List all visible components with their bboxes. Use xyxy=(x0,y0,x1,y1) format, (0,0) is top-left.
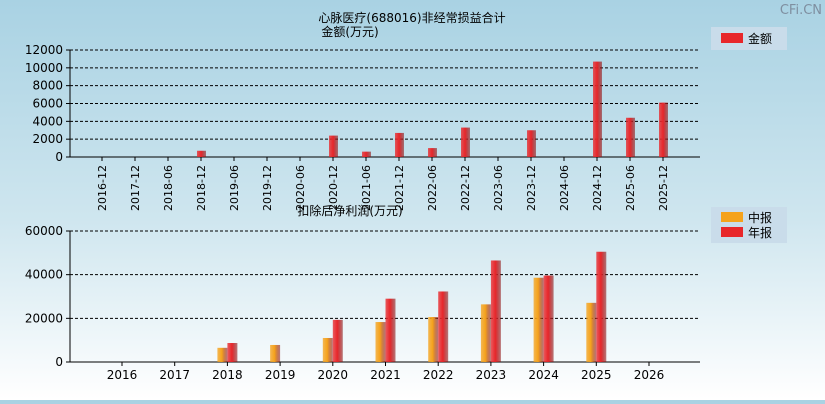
y-tick-label: 12000 xyxy=(25,43,63,57)
bar-金额-2021-06 xyxy=(362,151,371,157)
x-tick-label: 2026 xyxy=(634,368,665,382)
x-tick-label: 2022 xyxy=(423,368,454,382)
bottom-chart-x-tick-labels: 2016 2017 2018 2019 2020 2021 2022 2023 2024 2025… xyxy=(107,368,665,382)
bar-金额-2021-12 xyxy=(395,132,404,157)
bar-中报-2021 xyxy=(375,322,386,362)
x-tick-label: 2016-12 xyxy=(96,165,109,211)
bar-金额-2022-06 xyxy=(428,148,437,157)
watermark: CFi.CN xyxy=(780,3,822,18)
bottom-chart-y-tick-labels: 0 20000 40000 60000 xyxy=(25,224,63,369)
x-tick-label: 2020-12 xyxy=(327,165,340,211)
top-chart-gridlines xyxy=(70,49,700,140)
top-chart-legend: 金额 xyxy=(711,27,787,50)
top-chart-x-tick-labels: 2016-12 2017-12 2018-06 2018-12 2019-06 2019-… xyxy=(96,165,670,211)
top-chart-subtitle: 金额(万元) xyxy=(321,24,378,39)
y-tick-label: 40000 xyxy=(25,268,63,282)
x-tick-label: 2024-06 xyxy=(558,165,571,211)
top-legend-box xyxy=(711,27,787,50)
bar-金额-2020-12 xyxy=(329,135,338,157)
bar-金额-2025-12 xyxy=(659,102,668,157)
bar-年报-2023 xyxy=(490,260,501,362)
bar-金额-2022-12 xyxy=(461,127,470,157)
x-tick-label: 2023-12 xyxy=(525,165,538,211)
bar-中报-2025 xyxy=(586,302,597,362)
legend-label-年报: 年报 xyxy=(748,225,772,240)
bar-中报-2024 xyxy=(533,277,544,362)
bar-年报-2022 xyxy=(438,291,449,362)
top-chart-y-tick-labels: 0 2000 4000 6000 8000 10000 12000 xyxy=(25,43,63,164)
x-tick-label: 2016 xyxy=(107,368,138,382)
top-chart-bars xyxy=(197,61,668,157)
x-tick-label: 2025 xyxy=(581,368,612,382)
y-tick-label: 4000 xyxy=(32,114,63,128)
bar-年报-2018 xyxy=(227,343,238,362)
legend-label-金额: 金额 xyxy=(748,31,772,46)
x-tick-label: 2022-12 xyxy=(459,165,472,211)
bar-年报-2020 xyxy=(332,319,343,362)
x-tick-label: 2024-12 xyxy=(591,165,604,211)
y-tick-label: 0 xyxy=(55,355,63,369)
x-tick-label: 2020-06 xyxy=(294,165,307,211)
x-tick-label: 2020 xyxy=(318,368,349,382)
x-tick-label: 2023-06 xyxy=(492,165,505,211)
bar-年报-2021 xyxy=(385,298,396,362)
bar-中报-2022 xyxy=(428,317,439,362)
y-tick-label: 60000 xyxy=(25,224,63,238)
x-tick-label: 2018-12 xyxy=(195,165,208,211)
x-tick-label: 2018-06 xyxy=(162,165,175,211)
bar-年报-2024 xyxy=(543,275,554,362)
bar-金额-2025-06 xyxy=(626,117,635,157)
y-tick-label: 20000 xyxy=(25,311,63,325)
x-tick-label: 2017 xyxy=(159,368,190,382)
legend-swatch-年报 xyxy=(721,227,743,237)
top-chart-axes xyxy=(66,49,700,161)
x-tick-label: 2022-06 xyxy=(426,165,439,211)
bar-中报-2023 xyxy=(480,304,491,362)
x-tick-label: 2021 xyxy=(370,368,401,382)
y-tick-label: 0 xyxy=(55,150,63,164)
y-tick-label: 8000 xyxy=(32,79,63,93)
x-tick-label: 2019-06 xyxy=(228,165,241,211)
bottom-chart-title: 扣除后净利润(万元) xyxy=(297,203,402,218)
x-tick-label: 2025-06 xyxy=(624,165,637,211)
x-tick-label: 2021-06 xyxy=(360,165,373,211)
x-tick-label: 2019-12 xyxy=(261,165,274,211)
x-tick-label: 2019 xyxy=(265,368,296,382)
bar-年报-2025 xyxy=(596,251,607,362)
bar-中报-2020 xyxy=(322,337,333,362)
bottom-chart-bars xyxy=(217,251,607,362)
bar-中报-2018 xyxy=(217,347,228,362)
bar-金额-2018-12 xyxy=(197,150,206,157)
legend-swatch-金额 xyxy=(721,33,743,43)
legend-label-中报: 中报 xyxy=(748,210,772,225)
x-tick-label: 2021-12 xyxy=(393,165,406,211)
y-tick-label: 6000 xyxy=(32,97,63,111)
bar-金额-2024-12 xyxy=(593,61,602,157)
bar-金额-2023-12 xyxy=(527,130,536,157)
top-chart-title: 心脉医疗(688016)非经常损益合计 xyxy=(318,10,505,25)
x-tick-label: 2025-12 xyxy=(657,165,670,211)
bar-中报-2019 xyxy=(270,344,281,362)
y-tick-label: 2000 xyxy=(32,132,63,146)
y-tick-label: 10000 xyxy=(25,61,63,75)
legend-swatch-中报 xyxy=(721,212,743,222)
x-tick-label: 2017-12 xyxy=(129,165,142,211)
x-tick-label: 2023 xyxy=(476,368,507,382)
x-tick-label: 2018 xyxy=(212,368,243,382)
bottom-chart-legend: 中报 年报 xyxy=(711,207,787,243)
x-tick-label: 2024 xyxy=(528,368,559,382)
